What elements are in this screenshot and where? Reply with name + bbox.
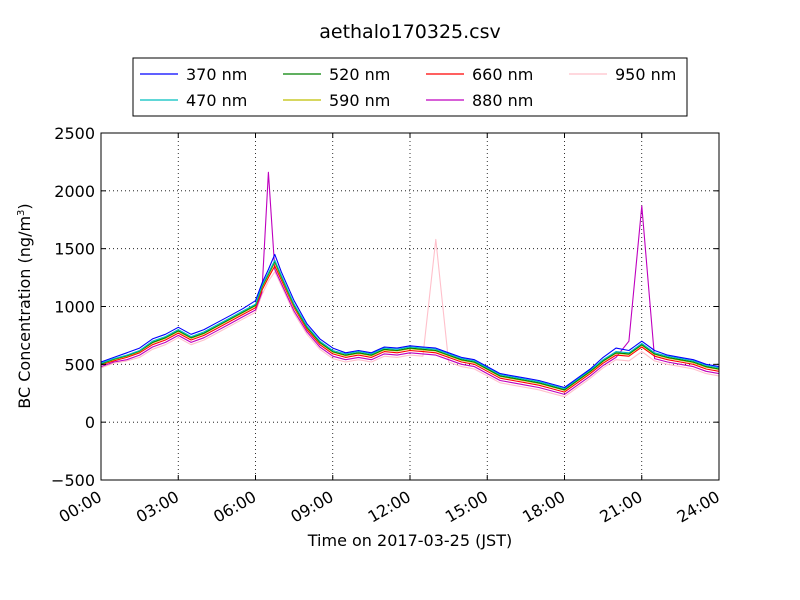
series-line-880-nm bbox=[100, 171, 720, 395]
series-line-950-nm bbox=[100, 238, 720, 398]
x-tick-label: 12:00 bbox=[365, 487, 414, 527]
legend-label: 880 nm bbox=[472, 91, 533, 110]
y-axis-label: BC Concentration (ng/m3) bbox=[15, 203, 34, 408]
series-line-520-nm bbox=[100, 260, 720, 391]
series-line-370-nm bbox=[100, 253, 720, 389]
legend-label: 590 nm bbox=[329, 91, 390, 110]
legend-label: 520 nm bbox=[329, 65, 390, 84]
x-tick-label: 15:00 bbox=[442, 487, 491, 527]
y-tick-label: 1000 bbox=[54, 298, 95, 317]
x-tick-label: 06:00 bbox=[210, 487, 259, 527]
y-tick-label: 500 bbox=[64, 355, 95, 374]
legend-frame bbox=[132, 57, 688, 117]
x-tick-label: 00:00 bbox=[56, 487, 105, 527]
x-tick-label: 03:00 bbox=[133, 487, 182, 527]
y-tick-label: 2000 bbox=[54, 182, 95, 201]
x-axis-label: Time on 2017-03-25 (JST) bbox=[307, 531, 512, 550]
legend-label: 470 nm bbox=[186, 91, 247, 110]
legend-label: 950 nm bbox=[615, 65, 676, 84]
legend-label: 660 nm bbox=[472, 65, 533, 84]
y-axis-label-end: ) bbox=[15, 203, 34, 209]
x-tick-label: 18:00 bbox=[519, 487, 568, 527]
y-tick-label: 1500 bbox=[54, 240, 95, 259]
series-line-470-nm bbox=[100, 259, 720, 390]
x-tick-label: 09:00 bbox=[287, 487, 336, 527]
chart-title: aethalo170325.csv bbox=[319, 21, 501, 43]
grid-lines bbox=[101, 133, 719, 480]
series-lines bbox=[100, 171, 720, 398]
x-tick-label: 21:00 bbox=[596, 487, 645, 527]
y-tick-label: 0 bbox=[85, 413, 95, 432]
series-line-660-nm bbox=[100, 265, 720, 393]
axis-ticks: 00:00 03:00 06:00 09:00 12:00 15:00 18:00 21:00… bbox=[51, 124, 723, 527]
y-tick-label: 2500 bbox=[54, 124, 95, 143]
x-tick-label: 24:00 bbox=[674, 487, 723, 527]
y-axis-label-superscript: 3 bbox=[16, 210, 27, 216]
legend-label: 370 nm bbox=[186, 65, 247, 84]
y-tick-label: −500 bbox=[51, 471, 95, 490]
y-axis-label-main: BC Concentration (ng/m bbox=[15, 216, 34, 409]
legend: 370 nm 470 nm 520 nm 590 nm 660 nm 880 nm 950 … bbox=[132, 57, 688, 117]
